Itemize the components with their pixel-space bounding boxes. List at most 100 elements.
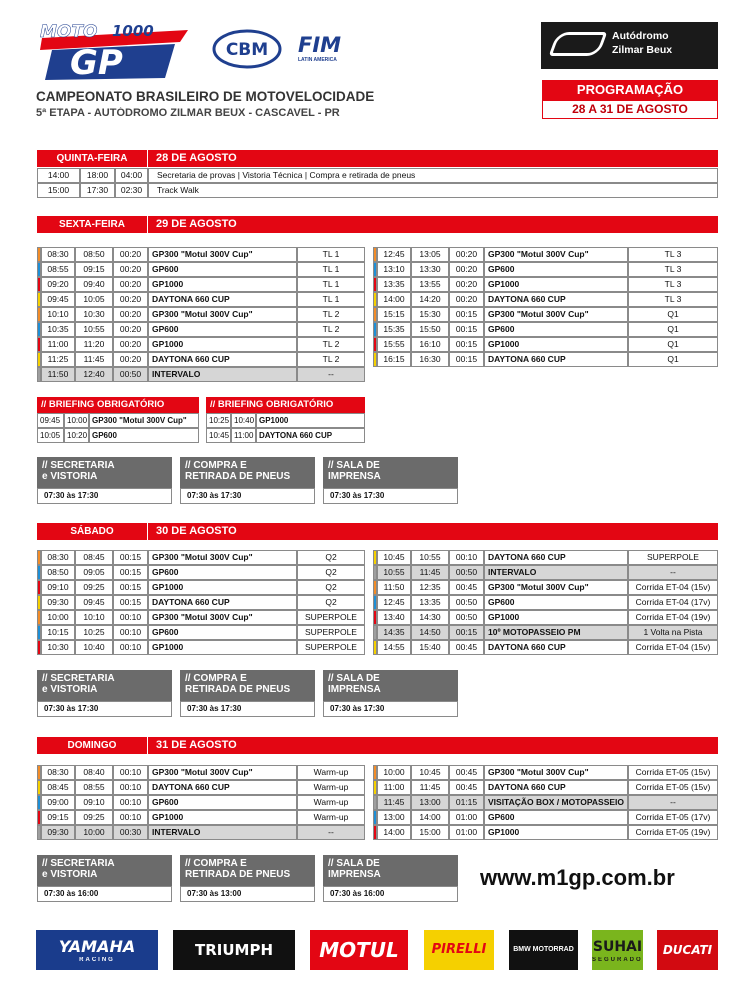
class-cell: 10º MOTOPASSEIO PM	[484, 625, 628, 640]
time-cell: 13:00	[411, 795, 449, 810]
time-cell: 08:30	[41, 550, 75, 565]
time-cell: 10:00	[377, 765, 411, 780]
time-cell: 00:45	[449, 765, 484, 780]
class-cell: DAYTONA 660 CUP	[484, 352, 628, 367]
time-cell: 10:05	[37, 428, 64, 443]
session-cell: Q1	[628, 352, 718, 367]
class-cell: DAYTONA 660 CUP	[148, 292, 297, 307]
time-cell: 15:30	[411, 307, 449, 322]
time-cell: 09:45	[75, 595, 113, 610]
time-cell: 00:15	[113, 565, 148, 580]
class-cell: GP300 "Motul 300V Cup"	[148, 550, 297, 565]
class-strip	[37, 810, 41, 825]
time-cell: 14:30	[411, 610, 449, 625]
session-cell: Corrida ET-04 (17v)	[628, 595, 718, 610]
info-title: RETIRADA DE PNEUS	[185, 684, 291, 695]
time-cell: 10:35	[41, 322, 75, 337]
venue-line: Autódromo	[612, 30, 669, 42]
time-cell: 00:20	[113, 307, 148, 322]
class-cell: GP300 "Motul 300V Cup"	[89, 413, 199, 428]
info-header	[37, 670, 172, 701]
time-cell: 00:15	[113, 580, 148, 595]
time-cell: 00:50	[449, 565, 484, 580]
info-header	[323, 457, 458, 488]
time-cell: 08:45	[75, 550, 113, 565]
class-strip	[373, 610, 377, 625]
class-strip	[37, 780, 41, 795]
day-date: 31 DE AGOSTO	[148, 737, 718, 754]
sponsor-logo	[592, 930, 643, 970]
class-strip	[37, 565, 41, 580]
time-cell: 09:25	[75, 810, 113, 825]
class-cell: GP600	[89, 428, 199, 443]
time-cell: 00:15	[449, 307, 484, 322]
time-cell: 00:15	[449, 352, 484, 367]
info-header	[323, 670, 458, 701]
info-title: e VISTORIA	[42, 471, 98, 482]
session-cell: TL 2	[297, 322, 365, 337]
time-cell: 00:15	[113, 595, 148, 610]
sponsor-logo	[310, 930, 408, 970]
time-cell: 00:10	[113, 780, 148, 795]
time-cell: 11:00	[377, 780, 411, 795]
class-strip	[373, 322, 377, 337]
time-cell: 09:20	[41, 277, 75, 292]
time-cell: 11:25	[41, 352, 75, 367]
session-cell: Corrida ET-05 (15v)	[628, 780, 718, 795]
session-cell: 1 Volta na Pista	[628, 625, 718, 640]
class-cell: INTERVALO	[484, 565, 628, 580]
time-cell: 00:50	[449, 610, 484, 625]
time-cell: 00:10	[449, 550, 484, 565]
session-cell: Q1	[628, 337, 718, 352]
time-cell: 10:45	[411, 765, 449, 780]
session-cell: TL 3	[628, 292, 718, 307]
time-cell: 11:00	[41, 337, 75, 352]
class-cell: GP1000	[484, 825, 628, 840]
time-cell: 10:40	[231, 413, 256, 428]
time-cell: 00:50	[449, 595, 484, 610]
time-cell: 10:00	[41, 610, 75, 625]
class-cell: DAYTONA 660 CUP	[484, 780, 628, 795]
logo-gp: GP	[70, 44, 123, 82]
time-cell: 13:30	[411, 262, 449, 277]
sponsor-name: BMW MOTORRAD	[513, 946, 574, 953]
time-cell: 14:20	[411, 292, 449, 307]
day-label: SÁBADO	[37, 523, 147, 540]
class-cell: GP300 "Motul 300V Cup"	[148, 307, 297, 322]
website: www.m1gp.com.br	[480, 865, 675, 890]
time-cell: 00:15	[113, 550, 148, 565]
info-title: // COMPRA E	[185, 858, 247, 869]
time-cell: 00:45	[449, 780, 484, 795]
info-header	[180, 457, 315, 488]
time-cell: 14:00	[411, 810, 449, 825]
session-cell: Corrida ET-04 (19v)	[628, 610, 718, 625]
class-strip	[37, 367, 41, 382]
time-cell: 00:10	[113, 610, 148, 625]
class-strip	[37, 322, 41, 337]
sponsor-logo	[509, 930, 578, 970]
time-cell: 09:00	[41, 795, 75, 810]
class-strip	[37, 292, 41, 307]
info-title: // SECRETARIA	[42, 673, 115, 684]
time-cell: 08:30	[41, 765, 75, 780]
day-label: DOMINGO	[37, 737, 147, 754]
class-cell: GP1000	[148, 640, 297, 655]
time-cell: 11:00	[231, 428, 256, 443]
time-cell: 00:50	[113, 367, 148, 382]
time-cell: 10:05	[75, 292, 113, 307]
time-cell: 15:35	[377, 322, 411, 337]
time-cell: 10:40	[75, 640, 113, 655]
class-cell: GP1000	[148, 277, 297, 292]
time-cell: 15:00	[37, 183, 80, 198]
class-strip	[37, 610, 41, 625]
class-strip	[37, 277, 41, 292]
session-cell: TL 1	[297, 262, 365, 277]
info-title: // SALA DE	[328, 673, 380, 684]
time-cell: 13:40	[377, 610, 411, 625]
time-cell: 10:25	[75, 625, 113, 640]
class-cell: GP600	[148, 322, 297, 337]
time-cell: 00:10	[113, 640, 148, 655]
time-cell: 17:30	[80, 183, 115, 198]
time-cell: 09:25	[75, 580, 113, 595]
info-title: RETIRADA DE PNEUS	[185, 471, 291, 482]
